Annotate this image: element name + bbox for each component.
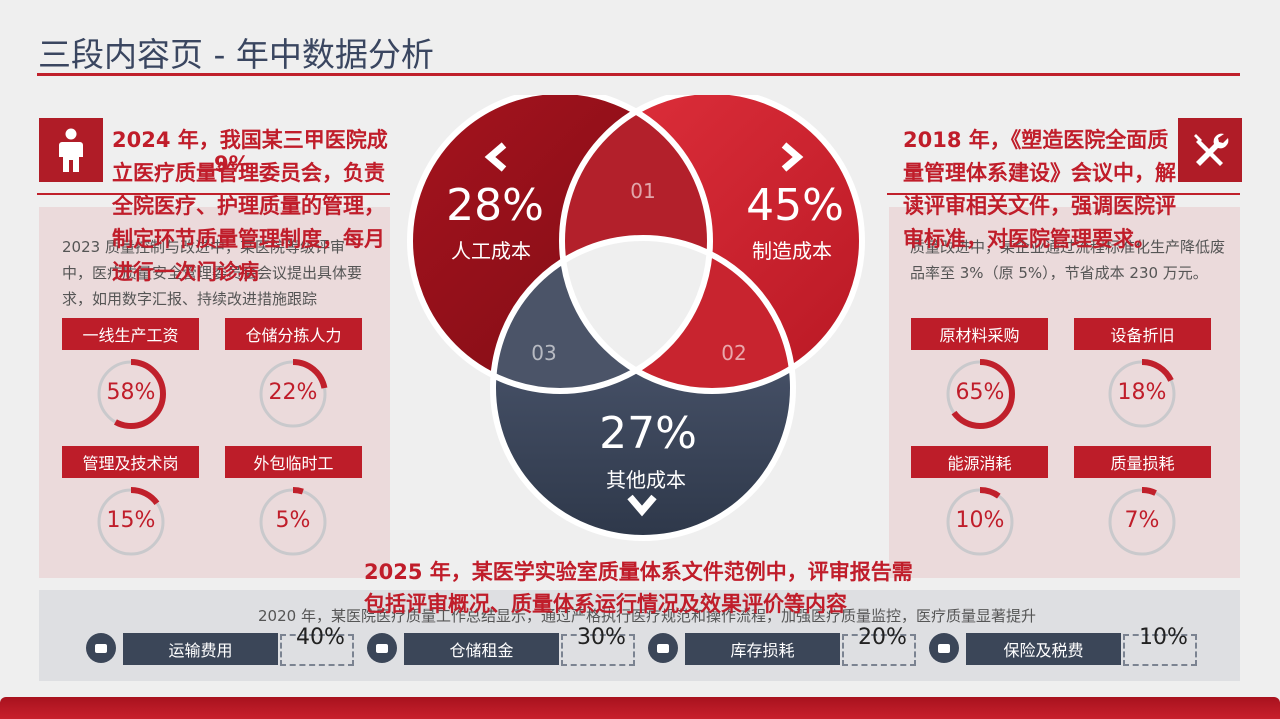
bottom-item-2-pct: 20% [858, 625, 907, 650]
gauge-fill [258, 359, 328, 429]
venn-diagram [407, 95, 865, 541]
tag-right-2: 能源消耗 [911, 446, 1048, 478]
gauge-right-1-label: 18% [1117, 380, 1167, 405]
gauge-left-1-label: 22% [268, 380, 318, 405]
gauge-right-3 [1107, 487, 1177, 557]
tools-icon-box [1178, 118, 1242, 182]
gauge-left-2 [96, 487, 166, 557]
gauge-fill [1107, 487, 1177, 557]
bottom-item-3-pct: 10% [1139, 625, 1188, 650]
chevron-left-icon [484, 142, 507, 172]
venn-c-pct: 27% [599, 408, 697, 459]
gauge-fill [96, 359, 166, 429]
left-note-overlay: 9% [214, 152, 250, 176]
tools-icon [1194, 133, 1229, 166]
bottom-item-1-label: 仓储租金 [404, 633, 559, 665]
venn-b-label: 制造成本 [752, 239, 832, 263]
page-title: 三段内容页 - 年中数据分析 [38, 35, 434, 74]
chevron-right-icon [781, 142, 804, 172]
tag-left-1: 仓储分拣人力 [225, 318, 362, 350]
gauge-right-0-label: 65% [955, 380, 1005, 405]
bottom-item-1-icon [367, 633, 397, 663]
bottom-item-2-box [842, 634, 916, 666]
venn-b-pct: 45% [746, 180, 844, 231]
venn-a-label: 人工成本 [451, 239, 531, 263]
gauge-fill [258, 487, 328, 557]
person-icon-box [39, 118, 103, 182]
tag-right-0: 原材料采购 [911, 318, 1048, 350]
tag-left-3: 外包临时工 [225, 446, 362, 478]
bottom-item-1-pct: 30% [577, 625, 626, 650]
right-divider [887, 193, 1240, 195]
venn-a-pct: 28% [446, 180, 544, 231]
title-underline [37, 73, 1240, 76]
venn-num-01: 01 [630, 179, 656, 203]
tag-left-0: 一线生产工资 [62, 318, 199, 350]
gauge-right-3-label: 7% [1124, 508, 1160, 533]
gauge-fill [945, 487, 1015, 557]
bottom-item-1-box [561, 634, 635, 666]
tag-right-1: 设备折旧 [1074, 318, 1211, 350]
bottom-item-2-icon [648, 633, 678, 663]
bottom-item-3-icon [929, 633, 959, 663]
bottom-item-0-box [280, 634, 354, 666]
chevron-down-icon [627, 494, 657, 517]
gauge-left-3 [258, 487, 328, 557]
tag-right-3: 质量损耗 [1074, 446, 1211, 478]
gauge-right-1 [1107, 359, 1177, 429]
bottom-description: 2020 年，某医院医疗质量工作总结显示，通过严格执行医疗规范和操作流程，加强医… [258, 607, 1036, 625]
gauge-left-1 [258, 359, 328, 429]
bottom-item-0-pct: 40% [296, 625, 345, 650]
left-divider [37, 193, 390, 195]
right-red-note: 2018 年，《塑造医院全面质量管理体系建设》会议中，解读评审相关文件，强调医院… [903, 128, 1176, 251]
bottom-item-3-label: 保险及税费 [966, 633, 1121, 665]
venn-num-02: 02 [721, 341, 747, 365]
bottom-item-0-label: 运输费用 [123, 633, 278, 665]
gauge-right-2 [945, 487, 1015, 557]
footer-bar [0, 697, 1280, 719]
left-panel [39, 207, 390, 578]
bottom-item-2-label: 库存损耗 [685, 633, 840, 665]
tag-left-2: 管理及技术岗 [62, 446, 199, 478]
gauge-right-2-label: 10% [955, 508, 1005, 533]
gauge-fill [1107, 359, 1177, 429]
bottom-red-note: 2025 年，某医学实验室质量体系文件范例中，评审报告需包括评审概况、质量体系运… [364, 560, 913, 616]
gauge-fill [96, 487, 166, 557]
gauge-left-0-label: 58% [106, 380, 156, 405]
left-red-note: 2024 年，我国某三甲医院成立医疗质量管理委员会，负责全院医疗、护理质量的管理… [112, 128, 388, 284]
gauge-left-0 [96, 359, 166, 429]
gauge-fill [945, 359, 1015, 429]
venn-c-label: 其他成本 [606, 468, 686, 492]
gauge-right-0 [945, 359, 1015, 429]
gauge-left-2-label: 15% [106, 508, 156, 533]
left-description: 2023 质量控制与改进中，某医院等级评审中，医疗质量安全管理委员会会议提出具体… [62, 238, 363, 308]
person-icon [59, 128, 83, 172]
bottom-item-3-box [1123, 634, 1197, 666]
gauge-left-3-label: 5% [275, 508, 311, 533]
right-description: 质量改进中，某企业通过流程标准化生产降低废品率至 3%（原 5%），节省成本 2… [910, 238, 1226, 282]
venn-num-03: 03 [531, 341, 557, 365]
bottom-item-0-icon [86, 633, 116, 663]
